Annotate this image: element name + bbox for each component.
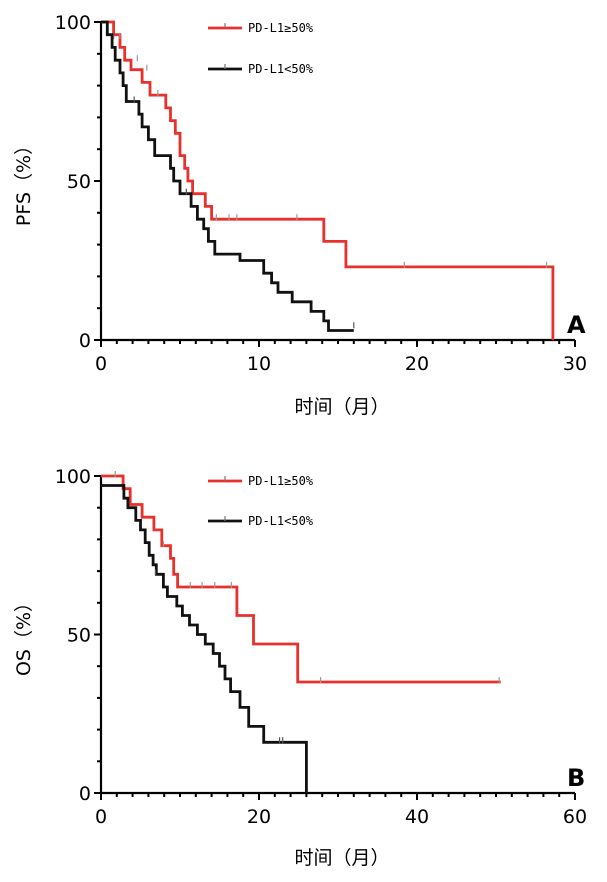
y-tick-label: 0 xyxy=(79,783,91,805)
series-line-low xyxy=(101,20,354,332)
x-axis-label: 时间（月） xyxy=(294,396,389,418)
series-line-high xyxy=(101,20,555,340)
series-line-low xyxy=(101,484,308,793)
x-axis-label: 时间（月） xyxy=(294,847,389,869)
y-tick-label: 100 xyxy=(55,466,91,488)
pfs-chart: 0 50 100 0 10 20 30 时间（月） PFS（%） PD-L1≥50% PD-L1<5… xyxy=(13,12,587,418)
panel-label: A xyxy=(567,311,586,339)
y-axis-label: PFS（%） xyxy=(13,136,35,226)
legend-label: PD-L1≥50% xyxy=(248,21,314,35)
x-tick-label: 40 xyxy=(405,806,429,828)
panel-label: B xyxy=(567,764,585,792)
legend-label: PD-L1<50% xyxy=(248,62,314,76)
x-tick-label: 0 xyxy=(95,806,107,828)
series-line-high xyxy=(101,474,501,684)
legend-label: PD-L1≥50% xyxy=(248,474,314,488)
y-tick-label: 0 xyxy=(79,330,91,352)
x-tick-label: 60 xyxy=(563,806,587,828)
x-tick-label: 10 xyxy=(247,353,271,375)
y-tick-label: 100 xyxy=(55,12,91,34)
x-tick-label: 30 xyxy=(563,353,587,375)
x-tick-label: 20 xyxy=(247,806,271,828)
x-tick-label: 0 xyxy=(95,353,107,375)
y-tick-label: 50 xyxy=(67,171,91,193)
legend-label: PD-L1<50% xyxy=(248,514,314,528)
y-tick-label: 50 xyxy=(67,625,91,647)
os-chart: 0 50 100 0 20 40 60 时间（月） OS（%） PD-L1≥50% PD-L1<50… xyxy=(13,466,587,869)
y-axis-label: OS（%） xyxy=(13,593,35,676)
x-tick-label: 20 xyxy=(405,353,429,375)
